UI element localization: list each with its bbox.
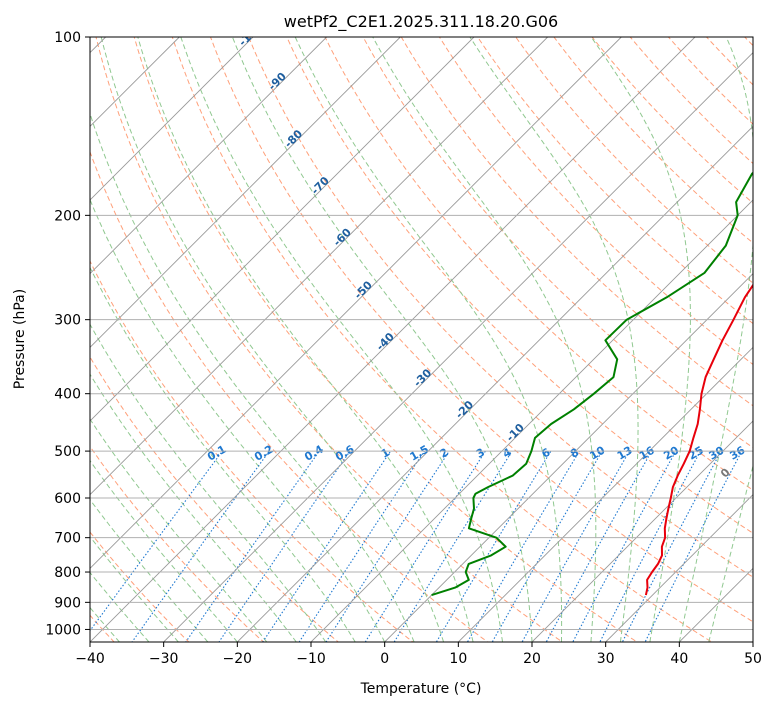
y-tick-label: 200	[54, 208, 81, 224]
dry-adiabat-line	[90, 531, 190, 642]
isotherm-line	[605, 494, 753, 642]
y-tick-label: 900	[54, 595, 81, 611]
x-tick-label: 40	[670, 651, 688, 667]
dewpoint-profile-line	[431, 171, 753, 597]
y-tick-label: 1000	[45, 622, 81, 638]
isotherm-line	[90, 37, 254, 201]
isotherm-line	[531, 420, 753, 642]
isotherm-line	[90, 37, 696, 642]
pressure-gridlines	[90, 37, 753, 630]
dry-adiabat-line	[209, 37, 753, 623]
moist-adiabat-line	[678, 37, 753, 642]
dry-adiabat-line	[90, 445, 265, 642]
moist-adiabat-line	[137, 37, 474, 642]
dry-adiabat-line	[400, 37, 753, 407]
x-axis-label: Temperature (°C)	[360, 681, 482, 697]
x-tick-label: −30	[149, 651, 179, 667]
dry-adiabat-line	[248, 37, 753, 578]
dry-adiabat-line	[477, 37, 753, 325]
y-axis: 1000 900 800 700 600 500 400 300 200 100	[45, 30, 90, 638]
chart-title: wetPf2_C2E1.2025.311.18.20.G06	[284, 12, 558, 32]
isotherm-line	[90, 37, 622, 569]
y-tick-label: 100	[54, 30, 81, 46]
moist-adiabat-line	[708, 464, 753, 642]
moist-adiabat-line	[90, 266, 356, 642]
dry-adiabat-line	[90, 356, 340, 642]
x-tick-label: −20	[223, 651, 253, 667]
y-tick-label: 700	[54, 531, 81, 547]
isotherm-line	[90, 37, 475, 422]
temperature-profile-line	[644, 283, 753, 596]
isotherm-line	[384, 273, 753, 642]
moist-adiabat-line	[372, 37, 597, 642]
isotherm-line	[90, 37, 327, 275]
moist-adiabat-line	[90, 323, 327, 642]
moist-adiabat-line	[590, 37, 691, 642]
isotherm-line	[163, 52, 753, 642]
moist-adiabat-line	[90, 418, 268, 642]
x-tick-label: 20	[523, 651, 541, 667]
moist-adiabat-line	[90, 373, 297, 642]
x-tick-label: 10	[449, 651, 467, 667]
moist-adiabat-line	[90, 459, 238, 642]
moist-adiabat-line	[100, 37, 445, 642]
x-tick-label: 0	[380, 651, 389, 667]
isotherm-line	[458, 346, 753, 642]
profile-series	[431, 171, 753, 597]
y-tick-label: 800	[54, 565, 81, 581]
isotherm-line	[310, 199, 753, 642]
dry-adiabat-line	[362, 37, 753, 449]
y-tick-label: 500	[54, 444, 81, 460]
isotherm-label: -100	[236, 20, 265, 49]
moist-adiabat-line	[469, 37, 639, 642]
x-tick-label: 50	[744, 651, 762, 667]
x-axis: −40 −30 −20 −10 0 10 20 30 40 50	[75, 642, 762, 667]
moist-adiabat-line	[180, 37, 503, 642]
dry-adiabat-line	[95, 37, 564, 642]
isotherm-line	[237, 125, 753, 642]
dry-adiabat-line	[515, 37, 753, 284]
isotherm-line	[90, 37, 548, 496]
plot-area-background	[90, 37, 753, 642]
moist-adiabat-line	[231, 37, 533, 642]
y-axis-label: Pressure (hPa)	[12, 289, 28, 389]
y-tick-label: 400	[54, 387, 81, 403]
isotherm-line	[90, 37, 401, 348]
y-tick-label: 600	[54, 491, 81, 507]
dry-adiabat-line	[90, 259, 414, 642]
x-tick-label: −10	[296, 651, 326, 667]
x-tick-label: 30	[597, 651, 615, 667]
plot-frame	[89, 36, 754, 643]
x-tick-label: −40	[75, 651, 105, 667]
dry-adiabat-line	[133, 37, 638, 642]
moist-adiabat-line	[294, 37, 563, 642]
y-tick-label: 300	[54, 313, 81, 329]
moist-adiabat-line	[90, 198, 386, 642]
